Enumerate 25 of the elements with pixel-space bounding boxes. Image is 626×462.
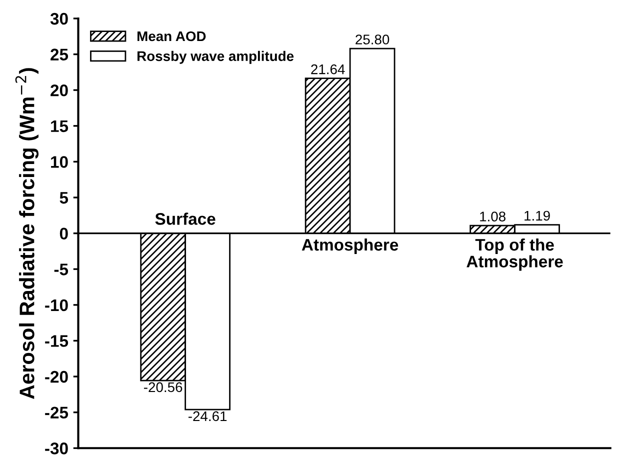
y-tick-label: -15 <box>45 335 68 347</box>
y-tick-label: 0 <box>60 228 68 240</box>
y-tick-label: -5 <box>54 264 68 276</box>
data-label: -24.61 <box>188 411 227 422</box>
x-tick-label: Top of the Atmosphere <box>466 238 563 271</box>
y-tick-label: -10 <box>45 299 68 312</box>
y-tick-label: -25 <box>45 406 68 419</box>
y-tick-label: 10 <box>51 156 68 168</box>
data-label: 25.80 <box>356 34 390 44</box>
data-label: 1.19 <box>524 210 550 221</box>
x-tick-label: Surface <box>155 212 216 225</box>
y-tick-label: -20 <box>45 370 68 383</box>
y-tick-label: 5 <box>60 192 68 204</box>
y-tick-label: -30 <box>45 442 68 454</box>
data-label: -20.56 <box>144 382 182 392</box>
y-tick-label: 20 <box>50 84 68 96</box>
data-label: 21.64 <box>311 64 345 74</box>
data-label: 1.08 <box>480 212 506 222</box>
legend-label: Mean AOD <box>138 31 206 42</box>
legend-label: Rossby wave amplitude <box>138 50 294 64</box>
y-tick-label: 30 <box>50 12 68 25</box>
x-tick-label: Atmosphere <box>302 238 398 254</box>
y-tick-label: 25 <box>50 48 68 60</box>
y-tick-label: 15 <box>51 120 68 132</box>
y-axis-title: Aerosol Radiative forcing (Wm$^{−2}$) <box>15 68 39 400</box>
